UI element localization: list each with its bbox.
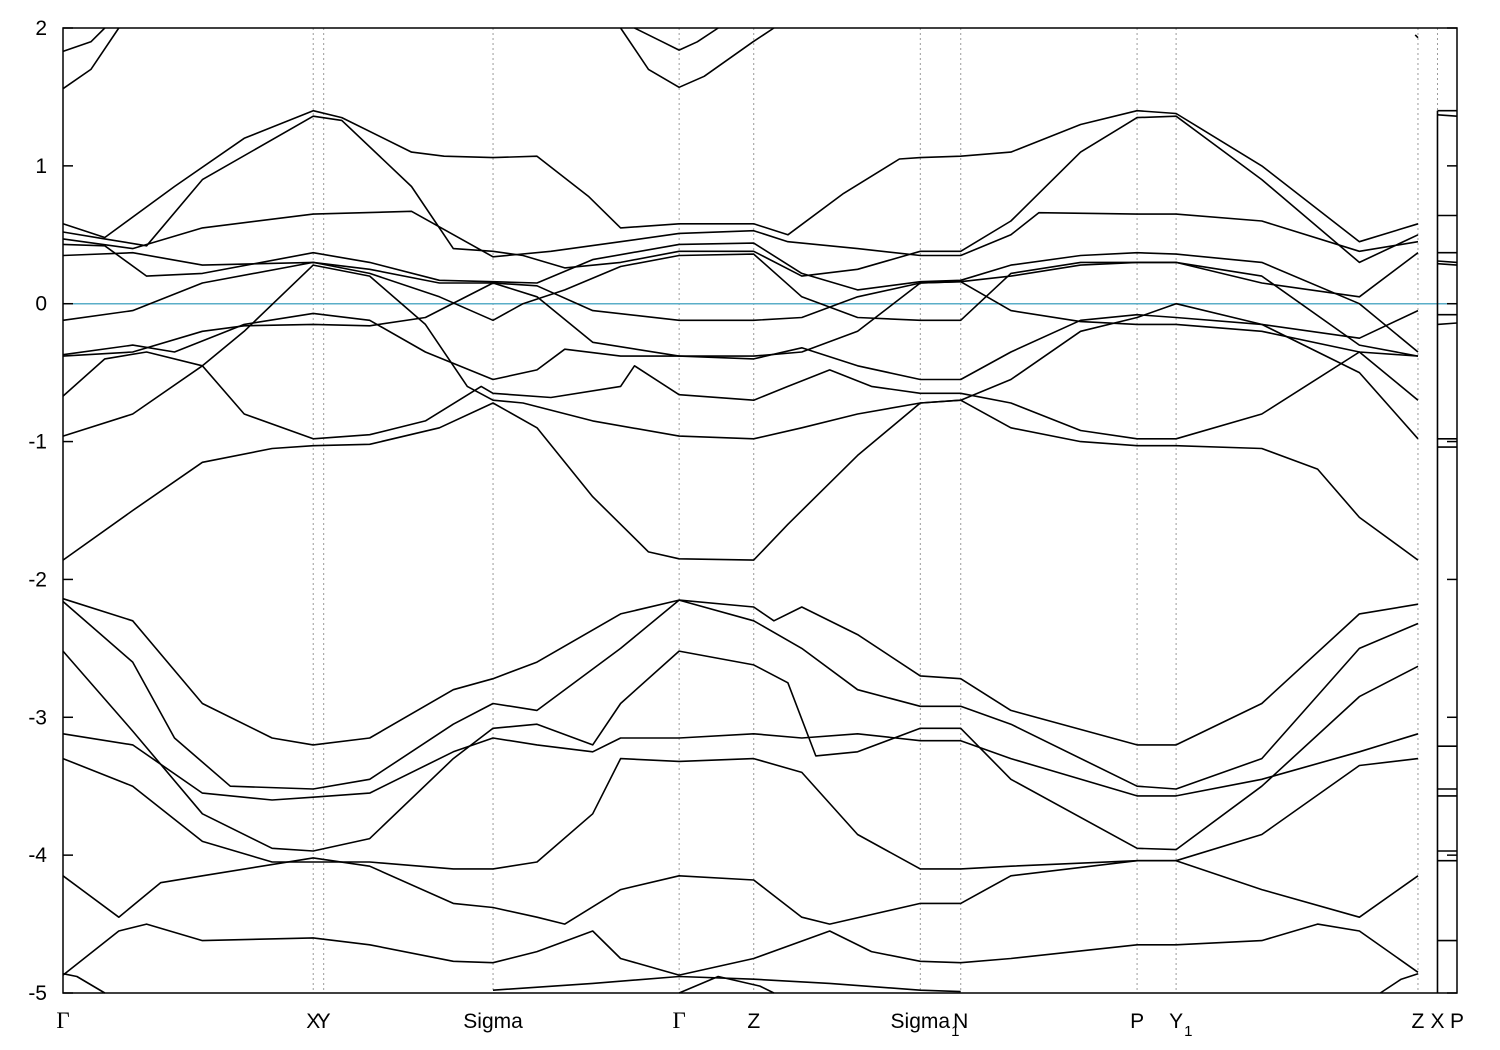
x-tick-label: X: [1430, 1010, 1444, 1033]
band-line: [62, 923, 1419, 976]
band-line: [492, 975, 961, 993]
y-tick-label: -4: [28, 844, 47, 867]
plot-frame: [62, 27, 1458, 994]
x-tick-label: Y: [1169, 1010, 1183, 1033]
x-tick-label: N: [953, 1010, 968, 1033]
x-tick-label: Y: [317, 1010, 331, 1033]
band-line: [1437, 322, 1458, 326]
band-line: [62, 972, 106, 994]
band-line: [62, 351, 1419, 440]
y-tick-label: 2: [35, 17, 47, 40]
band-line: [62, 27, 120, 90]
y-tick-label: -2: [28, 568, 47, 591]
band-lines: [62, 27, 1458, 994]
band-line: [62, 109, 1419, 243]
x-tick-label: X: [306, 1010, 320, 1033]
x-tick-label: Z: [747, 1010, 760, 1033]
band-line: [1379, 972, 1419, 994]
band-line: [62, 650, 1419, 852]
y-tick-label: -1: [28, 431, 47, 454]
y-axis: -5 -4 -3 -2 -1 0 1 2: [28, 17, 1457, 1005]
x-tick-label: Sigma: [891, 1010, 951, 1033]
x-tick-label-subscript: 1: [951, 1023, 959, 1040]
band-line: [1437, 114, 1458, 117]
band-line: [1414, 34, 1419, 39]
band-line: [678, 975, 775, 994]
y-tick-label: -3: [28, 706, 47, 729]
band-line: [62, 115, 1419, 277]
band-line: [634, 27, 719, 51]
band-line: [62, 27, 106, 53]
band-line: [62, 732, 1419, 801]
x-tick-label: P: [1450, 1010, 1464, 1033]
x-tick-label: Γ: [56, 1008, 69, 1033]
band-line: [62, 242, 1419, 353]
band-line: [1437, 262, 1458, 266]
y-tick-label: 1: [35, 155, 47, 178]
y-tick-label: 0: [35, 293, 47, 316]
x-axis: Γ XY Sigma Γ Z Sigma 1N P Y 1 Z X P: [56, 1008, 1464, 1040]
band-line: [62, 597, 1419, 746]
band-line: [619, 27, 775, 89]
x-tick-label: Sigma: [463, 1010, 523, 1033]
band-line: [62, 252, 1419, 322]
band-line: [1437, 260, 1458, 264]
x-tick-label: Z: [1412, 1010, 1425, 1033]
band-line: [62, 599, 1419, 790]
band-line: [62, 399, 1419, 561]
band-line: [62, 210, 1419, 258]
band-line: [62, 280, 1419, 357]
x-tick-label: P: [1130, 1010, 1144, 1033]
band-line: [62, 264, 1419, 440]
x-tick-label: Γ: [672, 1008, 685, 1033]
x-tick-label-subscript: 1: [1184, 1023, 1192, 1040]
band-line: [62, 857, 1419, 925]
y-tick-label: -5: [28, 982, 47, 1005]
